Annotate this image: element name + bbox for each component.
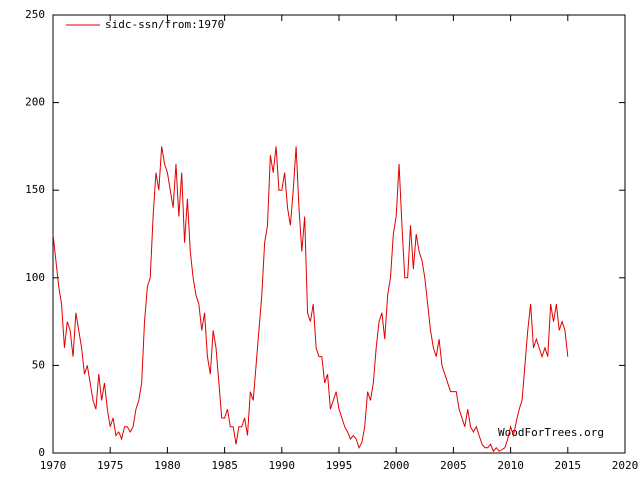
x-tick-label: 1990 <box>269 459 296 472</box>
x-tick-label: 2020 <box>612 459 639 472</box>
data-line <box>52 146 569 453</box>
legend-label: sidc-ssn/from:1970 <box>105 18 224 31</box>
y-tick-label: 250 <box>25 8 45 21</box>
x-tick-label: 1985 <box>211 459 238 472</box>
x-tick-label: 2000 <box>383 459 410 472</box>
watermark: WoodForTrees.org <box>498 426 604 439</box>
x-tick-label: 1970 <box>40 459 67 472</box>
x-tick-label: 2010 <box>497 459 524 472</box>
y-tick-label: 0 <box>38 446 45 459</box>
x-tick-label: 1995 <box>326 459 353 472</box>
x-tick-label: 1975 <box>97 459 124 472</box>
x-tick-label: 2015 <box>555 459 582 472</box>
x-tick-label: 2005 <box>440 459 467 472</box>
y-tick-label: 150 <box>25 183 45 196</box>
y-tick-label: 200 <box>25 96 45 109</box>
x-tick-label: 1980 <box>154 459 181 472</box>
y-tick-label: 50 <box>32 358 45 371</box>
y-tick-label: 100 <box>25 271 45 284</box>
